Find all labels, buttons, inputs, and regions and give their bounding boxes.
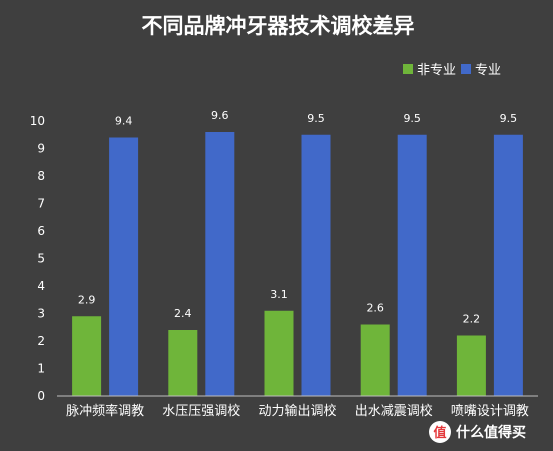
y-tick-label: 10 <box>30 114 45 128</box>
data-labels-group: 2.9 9.4 2.4 9.6 3.1 9.5 2.6 9.5 2.2 9.5 <box>78 109 517 326</box>
bar-professional <box>109 137 139 396</box>
data-label: 9.5 <box>403 112 421 125</box>
data-label: 2.2 <box>463 313 481 326</box>
x-category-label: 喷嘴设计调教 <box>451 403 529 419</box>
bar-non-professional <box>360 324 390 396</box>
bar-non-professional <box>456 335 486 396</box>
legend-label-professional: 专业 <box>475 63 501 78</box>
y-tick-label: 4 <box>37 279 45 293</box>
data-label: 2.6 <box>366 302 384 315</box>
y-tick-label: 8 <box>37 169 45 183</box>
legend-swatch-professional <box>461 64 471 74</box>
bar-professional <box>397 134 427 396</box>
watermark-logo-icon <box>429 421 451 443</box>
bar-professional <box>301 134 331 396</box>
data-label: 9.4 <box>115 115 133 128</box>
y-tick-label: 2 <box>37 334 45 348</box>
y-tick-label: 5 <box>37 252 45 266</box>
data-label: 2.4 <box>174 307 192 320</box>
legend-swatch-non-professional <box>403 64 413 74</box>
y-axis: 0 1 2 3 4 5 6 7 8 9 10 <box>30 114 45 403</box>
bars-group <box>72 132 523 396</box>
y-tick-label: 9 <box>37 142 45 156</box>
y-tick-label: 7 <box>37 197 45 211</box>
y-tick-label: 3 <box>37 307 45 321</box>
data-label: 9.6 <box>211 109 229 122</box>
watermark-logo-glyph: 值 <box>433 425 446 441</box>
y-tick-label: 6 <box>37 224 45 238</box>
watermark-text: 什么值得买 <box>456 424 526 441</box>
bar-professional <box>205 132 235 396</box>
data-label: 2.9 <box>78 293 96 306</box>
chart-title: 不同品牌冲牙器技术调校差异 <box>142 13 415 38</box>
data-label: 9.5 <box>500 112 518 125</box>
x-axis: 脉冲频率调教 水压压强调校 动力输出调校 出水减震调校 喷嘴设计调教 <box>57 395 538 419</box>
bar-professional <box>493 134 523 396</box>
x-category-label: 脉冲频率调教 <box>66 403 144 419</box>
bar-non-professional <box>72 316 102 396</box>
bar-non-professional <box>168 330 198 396</box>
x-category-label: 水压压强调校 <box>162 403 240 419</box>
data-label: 3.1 <box>270 288 288 301</box>
legend-label-non-professional: 非专业 <box>417 63 456 78</box>
y-tick-label: 1 <box>37 362 45 376</box>
watermark: 值 什么值得买 <box>429 421 526 443</box>
bar-non-professional <box>264 310 294 396</box>
y-tick-label: 0 <box>37 389 45 403</box>
x-category-label: 出水减震调校 <box>355 403 433 419</box>
data-label: 9.5 <box>307 112 325 125</box>
x-category-label: 动力输出调校 <box>258 403 336 419</box>
legend: 非专业 专业 <box>403 63 501 78</box>
